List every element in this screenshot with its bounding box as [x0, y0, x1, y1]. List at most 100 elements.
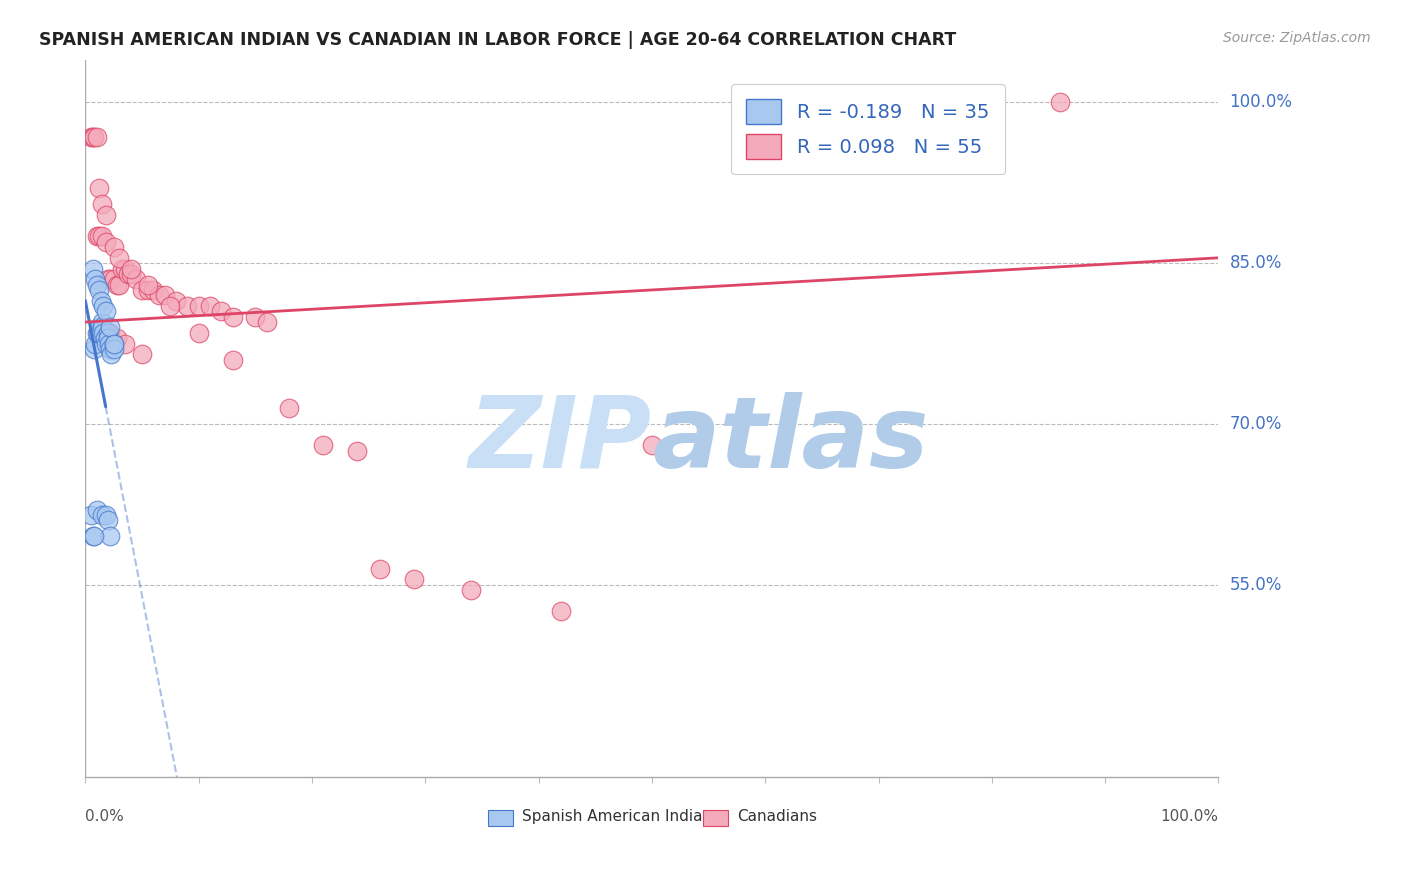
Point — [117, 267, 139, 281]
Point — [86, 277, 108, 292]
Point — [93, 299, 115, 313]
Point — [105, 331, 128, 345]
Point — [103, 336, 125, 351]
Text: 0.0%: 0.0% — [86, 809, 124, 824]
Point — [209, 304, 232, 318]
Point — [136, 277, 159, 292]
Point — [97, 331, 120, 345]
Point — [98, 529, 121, 543]
Point — [165, 293, 187, 308]
Point — [91, 320, 114, 334]
Point — [148, 288, 170, 302]
Point — [125, 272, 148, 286]
Point — [86, 502, 108, 516]
Point — [1049, 95, 1071, 110]
Point — [83, 529, 105, 543]
Point — [100, 347, 122, 361]
Point — [84, 272, 107, 286]
Text: SPANISH AMERICAN INDIAN VS CANADIAN IN LABOR FORCE | AGE 20-64 CORRELATION CHART: SPANISH AMERICAN INDIAN VS CANADIAN IN L… — [39, 31, 956, 49]
Text: 100.0%: 100.0% — [1230, 94, 1292, 112]
Point — [83, 342, 105, 356]
Point — [103, 342, 125, 356]
Point — [94, 326, 117, 340]
Point — [120, 261, 142, 276]
Point — [114, 261, 136, 276]
Point — [87, 326, 110, 340]
Point — [87, 181, 110, 195]
Legend: R = -0.189   N = 35, R = 0.098   N = 55: R = -0.189 N = 35, R = 0.098 N = 55 — [731, 84, 1005, 175]
Point — [98, 272, 121, 286]
Point — [114, 336, 136, 351]
Text: ZIP: ZIP — [468, 392, 652, 489]
Point — [110, 261, 132, 276]
Point — [90, 293, 112, 308]
Point — [80, 129, 103, 144]
Point — [120, 267, 142, 281]
Point — [94, 304, 117, 318]
Text: atlas: atlas — [652, 392, 928, 489]
Point — [103, 272, 125, 286]
Point — [142, 283, 165, 297]
Point — [108, 277, 131, 292]
Point — [82, 129, 104, 144]
Point — [87, 229, 110, 244]
Point — [82, 261, 104, 276]
Point — [94, 336, 117, 351]
Point — [131, 347, 153, 361]
Point — [80, 508, 103, 522]
Point — [94, 235, 117, 249]
Point — [84, 336, 107, 351]
Point — [83, 129, 105, 144]
Point — [86, 326, 108, 340]
Text: Canadians: Canadians — [737, 809, 817, 824]
Point — [98, 336, 121, 351]
Point — [221, 352, 243, 367]
Point — [97, 326, 120, 340]
Bar — [488, 810, 513, 826]
Bar — [703, 810, 728, 826]
Point — [91, 315, 114, 329]
Point — [105, 277, 128, 292]
Point — [278, 401, 301, 415]
Point — [98, 326, 121, 340]
Point — [97, 513, 120, 527]
Point — [108, 251, 131, 265]
Point — [187, 326, 209, 340]
Text: 85.0%: 85.0% — [1230, 254, 1282, 272]
Point — [221, 310, 243, 324]
Point — [103, 336, 125, 351]
Text: 100.0%: 100.0% — [1160, 809, 1219, 824]
Point — [346, 443, 368, 458]
Point — [93, 326, 115, 340]
Point — [136, 283, 159, 297]
Point — [82, 529, 104, 543]
Point — [256, 315, 278, 329]
Point — [91, 229, 114, 244]
Text: 55.0%: 55.0% — [1230, 575, 1282, 593]
Point — [98, 320, 121, 334]
Point — [91, 197, 114, 211]
Point — [87, 320, 110, 334]
Point — [368, 561, 391, 575]
Point — [86, 229, 108, 244]
Point — [187, 299, 209, 313]
Point — [153, 288, 176, 302]
Text: 70.0%: 70.0% — [1230, 415, 1282, 433]
Point — [460, 582, 482, 597]
Point — [91, 508, 114, 522]
Point — [245, 310, 267, 324]
Point — [89, 326, 111, 340]
Point — [402, 572, 425, 586]
Point — [159, 299, 181, 313]
Point — [97, 272, 120, 286]
Point — [198, 299, 221, 313]
Point — [94, 508, 117, 522]
Point — [550, 604, 572, 618]
Point — [94, 208, 117, 222]
Point — [103, 240, 125, 254]
Point — [131, 283, 153, 297]
Text: Spanish American Indians: Spanish American Indians — [522, 809, 720, 824]
Point — [93, 331, 115, 345]
Point — [86, 129, 108, 144]
Point — [98, 342, 121, 356]
